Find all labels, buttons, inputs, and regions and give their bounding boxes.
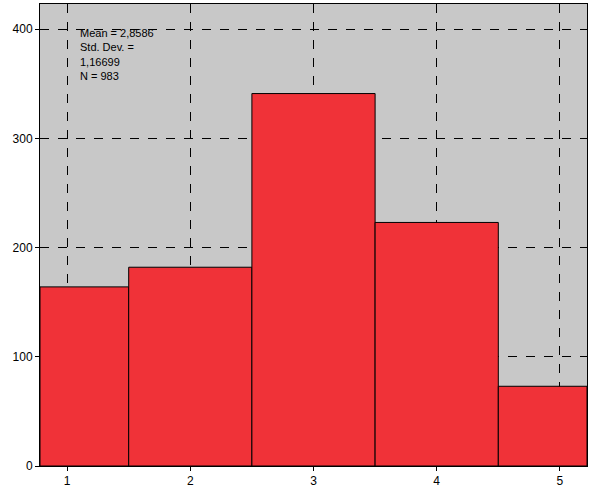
svg-text:1: 1: [64, 474, 71, 488]
svg-text:300: 300: [13, 132, 33, 146]
svg-text:400: 400: [13, 22, 33, 36]
svg-text:4: 4: [433, 474, 440, 488]
svg-text:2: 2: [187, 474, 194, 488]
svg-text:100: 100: [13, 350, 33, 364]
svg-text:0: 0: [26, 459, 33, 473]
svg-text:200: 200: [13, 241, 33, 255]
svg-text:3: 3: [310, 474, 317, 488]
svg-text:Mean = 2,8586Std. Dev. =1,1669: Mean = 2,8586Std. Dev. =1,16699N = 983: [80, 27, 154, 82]
svg-text:5: 5: [557, 474, 564, 488]
